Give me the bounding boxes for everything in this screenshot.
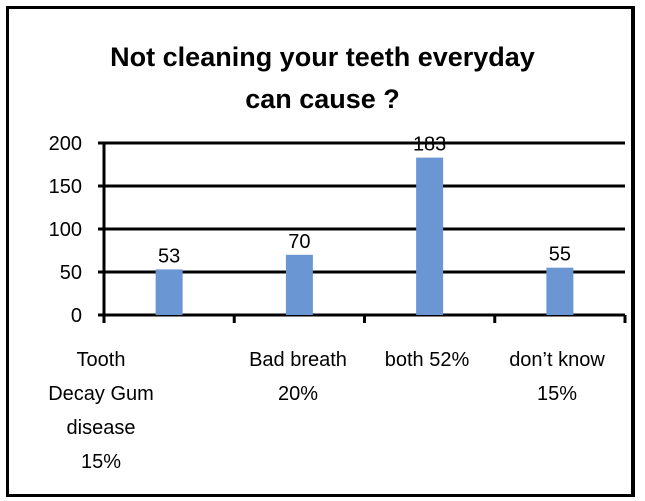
bar <box>155 269 183 315</box>
chart-frame <box>6 6 635 497</box>
data-label: 55 <box>549 244 571 266</box>
y-tick-label: 200 <box>49 133 82 155</box>
y-tick-label: 150 <box>49 176 82 198</box>
category-label-both: both 52% <box>384 349 470 371</box>
y-tick-label: 50 <box>60 262 82 284</box>
chart-title-line-2: can cause ? <box>245 84 400 114</box>
bar <box>416 157 444 315</box>
bar <box>546 267 574 315</box>
data-label: 183 <box>413 134 446 156</box>
category-label-dont-know: don’t know 15% <box>509 349 605 405</box>
data-label: 53 <box>158 245 180 267</box>
y-tick-label: 100 <box>49 219 82 241</box>
category-label-tooth-decay: Tooth Decay Gum disease 15% <box>48 349 154 473</box>
y-tick-label: 0 <box>71 305 82 327</box>
data-label: 70 <box>288 231 310 253</box>
chart-title: Not cleaning your teeth everyday can cau… <box>0 36 645 120</box>
chart-title-line-1: Not cleaning your teeth everyday <box>110 42 535 72</box>
category-label-bad-breath: Bad breath 20% <box>249 349 347 405</box>
bar <box>285 254 313 315</box>
